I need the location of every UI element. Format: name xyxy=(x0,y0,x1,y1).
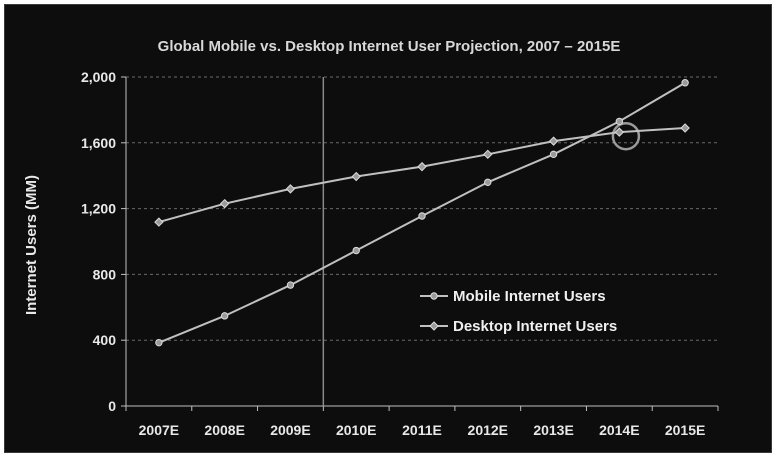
data-point-desktop xyxy=(285,184,296,194)
x-tick-label: 2011E xyxy=(402,422,442,438)
data-point-mobile xyxy=(155,338,163,347)
x-tick-label: 2013E xyxy=(533,422,573,438)
x-tick-label: 2010E xyxy=(336,422,376,438)
gridlines xyxy=(126,76,718,341)
data-point-desktop xyxy=(680,123,690,133)
data-point-mobile xyxy=(352,246,360,255)
y-tick-label: 2,000 xyxy=(81,69,116,85)
crossover-highlight-circle xyxy=(611,121,641,151)
data-point-mobile xyxy=(681,79,689,87)
data-point-desktop xyxy=(614,127,625,137)
chart-frame: Global Mobile vs. Desktop Internet User … xyxy=(4,4,772,453)
x-tick-label: 2015E xyxy=(665,422,705,438)
legend-marker-desktop xyxy=(429,321,439,331)
x-tick-label: 2012E xyxy=(468,422,508,438)
legend-label-desktop: Desktop Internet Users xyxy=(453,318,617,335)
data-point-mobile xyxy=(549,150,558,159)
y-tick-label: 1,200 xyxy=(81,201,116,217)
data-point-desktop xyxy=(548,136,559,146)
data-point-desktop xyxy=(154,217,164,227)
x-tick-label: 2009E xyxy=(270,422,310,438)
legend: Mobile Internet Users Desktop Internet Us… xyxy=(420,288,617,335)
series-line-desktop xyxy=(158,126,686,224)
chart-title: Global Mobile vs. Desktop Internet User … xyxy=(158,38,621,55)
tick-labels: 0 400 800 1,200 1,600 2,000 2007E 2008E 2009E 201… xyxy=(81,69,705,438)
data-point-desktop xyxy=(483,149,493,160)
x-tick-label: 2008E xyxy=(204,422,244,438)
y-tick-label: 400 xyxy=(93,332,117,348)
data-point-desktop xyxy=(351,171,361,182)
x-tick-label: 2007E xyxy=(139,422,179,438)
legend-marker-mobile xyxy=(430,292,438,300)
axes xyxy=(121,76,719,411)
data-point-mobile xyxy=(615,117,624,126)
legend-label-mobile: Mobile Internet Users xyxy=(453,288,606,305)
series-group xyxy=(154,79,690,347)
data-point-desktop xyxy=(417,161,427,172)
data-point-desktop xyxy=(219,198,230,209)
y-tick-label: 0 xyxy=(108,398,116,414)
y-axis-label: Internet Users (MM) xyxy=(23,175,40,315)
x-tick-label: 2014E xyxy=(599,422,639,438)
data-point-mobile xyxy=(418,212,426,220)
chart-canvas: Global Mobile vs. Desktop Internet User … xyxy=(23,38,719,438)
y-tick-label: 1,600 xyxy=(81,135,116,151)
data-point-mobile xyxy=(286,281,295,289)
data-point-mobile xyxy=(220,312,229,320)
data-point-mobile xyxy=(484,178,492,186)
y-tick-label: 800 xyxy=(93,266,117,282)
annotations xyxy=(322,77,641,406)
